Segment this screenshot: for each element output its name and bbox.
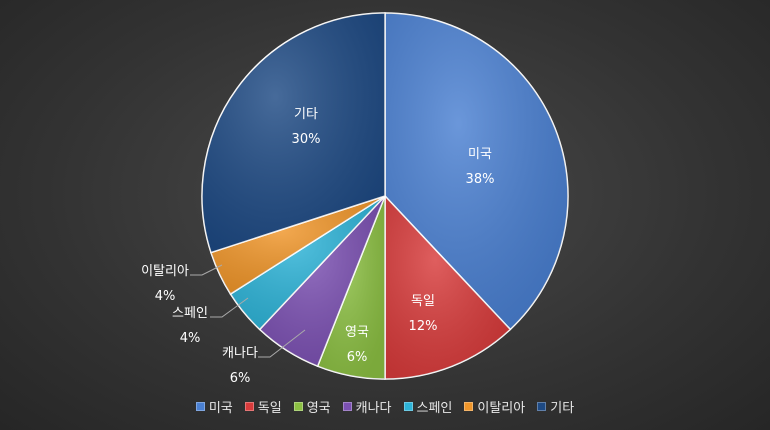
- leader-line: [258, 329, 306, 358]
- legend-swatch: [537, 402, 547, 411]
- legend-item: 독일: [244, 397, 282, 416]
- legend-swatch: [342, 402, 352, 411]
- legend-item: 영국: [293, 397, 331, 416]
- leader-line: [190, 264, 223, 276]
- slice-category-label: 영국: [345, 325, 369, 340]
- legend-label: 독일: [257, 401, 282, 416]
- slice-category-label: 기타: [294, 107, 318, 122]
- legend-item: 캐나다: [342, 397, 392, 416]
- slice-category-label: 이탈리아: [141, 264, 189, 279]
- legend-swatch: [403, 402, 413, 411]
- legend-swatch: [195, 402, 205, 411]
- slice-category-label: 캐나다: [222, 346, 258, 361]
- legend-item: 이탈리아: [464, 397, 525, 416]
- slice-category-label: 독일: [411, 294, 435, 309]
- leader-line: [210, 297, 249, 318]
- slice-value-label: 30%: [292, 132, 321, 147]
- legend-label: 기타: [550, 401, 575, 416]
- slice-value-label: 4%: [155, 289, 176, 304]
- legend-item: 미국: [195, 397, 233, 416]
- slice-value-label: 4%: [180, 331, 201, 346]
- legend-label: 미국: [208, 401, 233, 416]
- legend-swatch: [244, 402, 254, 411]
- legend-label: 캐나다: [355, 401, 392, 416]
- legend-item: 스페인: [403, 397, 453, 416]
- slice-category-label: 스페인: [172, 306, 208, 321]
- slice-value-label: 6%: [230, 371, 251, 386]
- slice-value-label: 6%: [347, 350, 368, 365]
- legend-label: 스페인: [416, 401, 453, 416]
- legend-swatch: [293, 402, 303, 411]
- legend-swatch: [464, 402, 474, 411]
- slice-category-label: 미국: [468, 147, 492, 162]
- legend: 미국 독일 영국 캐나다 스페인 이탈리아 기타: [0, 397, 770, 416]
- slice-value-label: 12%: [409, 319, 438, 334]
- legend-item: 기타: [537, 397, 574, 416]
- legend-label: 이탈리아: [477, 401, 526, 416]
- slice-value-label: 38%: [466, 172, 495, 187]
- legend-label: 영국: [306, 401, 331, 416]
